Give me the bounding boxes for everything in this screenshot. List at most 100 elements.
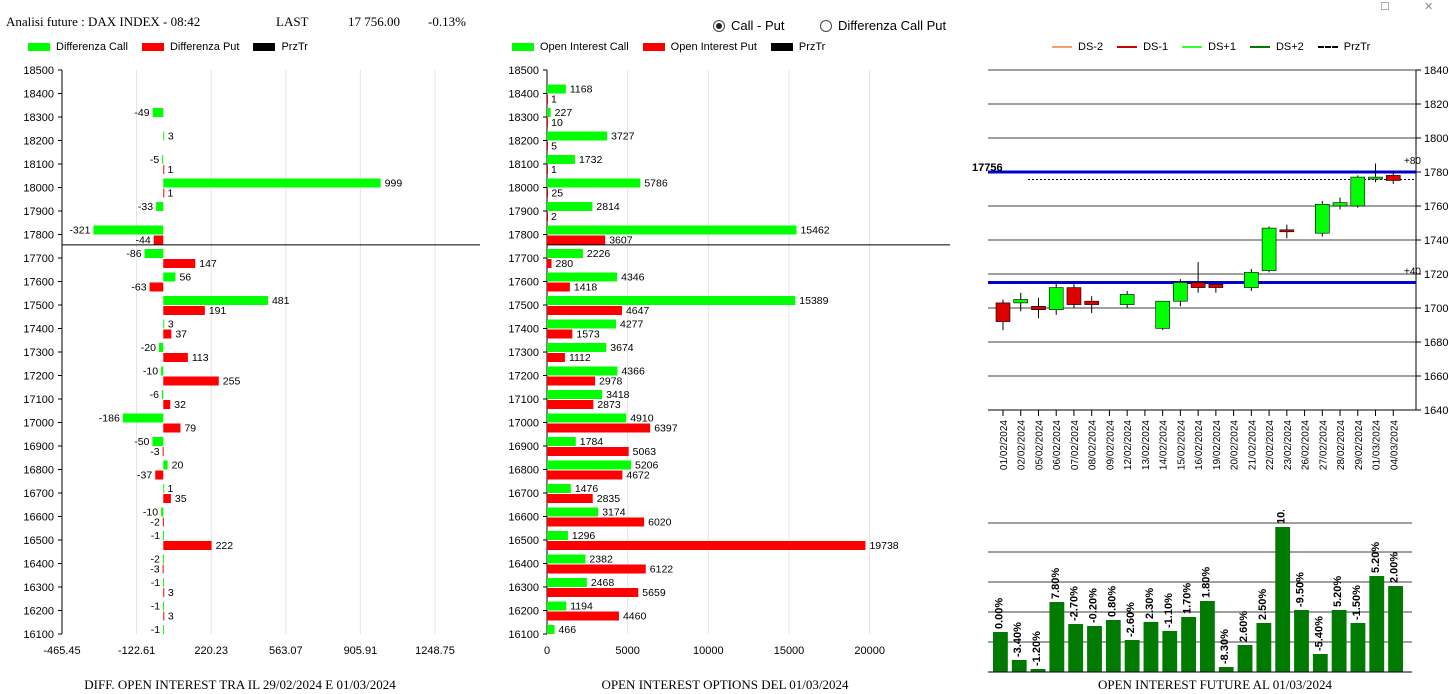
data-label: 1296: [572, 530, 596, 542]
data-label: 191: [209, 305, 227, 317]
bar-call: [547, 319, 617, 329]
candle-body: [1332, 202, 1348, 207]
radio-selected-icon: [713, 19, 725, 32]
data-label: 481: [272, 295, 290, 307]
oi-bar-label: 0.80%: [1106, 586, 1118, 617]
bar-put: [162, 564, 164, 574]
bar-call: [156, 202, 164, 211]
bar-put: [162, 447, 164, 456]
window-close-icon[interactable]: ✕: [1424, 1, 1434, 13]
data-label: -10: [143, 366, 158, 378]
data-label: 4460: [623, 611, 647, 623]
legend-item-prztr: PrzTr: [253, 41, 308, 53]
x-tick-label: 16/02/2024: [1194, 420, 1205, 470]
oi-bar-label: -2.60%: [1125, 602, 1137, 637]
bar-call: [547, 272, 618, 282]
legend-item-prztr: PrzTr: [770, 41, 825, 53]
legend-oi: Open Interest Call Open Interest Put Prz…: [512, 41, 839, 53]
legend-label: Open Interest Put: [670, 41, 757, 53]
window-restore-icon[interactable]: ☐: [1380, 1, 1390, 13]
data-label: -6: [150, 389, 159, 401]
oi-bar-label: -1.20%: [1031, 631, 1043, 666]
oi-bar: [1256, 623, 1272, 672]
data-label: 4346: [621, 272, 645, 284]
data-label: 1194: [570, 601, 593, 613]
data-label: 15389: [799, 295, 828, 307]
radio-differenza-label: Differenza Call Put: [838, 18, 947, 33]
oi-bar: [1275, 527, 1291, 672]
oi-bar: [1049, 602, 1065, 672]
oi-bar: [1030, 669, 1046, 672]
data-label: 1: [167, 164, 173, 176]
data-label: -50: [134, 436, 149, 448]
candle-body: [1048, 287, 1064, 311]
bar-put: [547, 259, 552, 268]
data-label: 56: [179, 272, 191, 284]
oi-bar-label: -2.70%: [1069, 586, 1081, 621]
y-tick-label: 16900: [23, 441, 54, 453]
x-tick-label: 20000: [854, 645, 885, 657]
y-tick-label: 16100: [508, 629, 539, 641]
bar-put: [547, 376, 596, 386]
legend-line-darkgreen: [1249, 46, 1270, 48]
y-tick-label: 18500: [23, 65, 54, 77]
y-tick-label: 17600: [1424, 201, 1449, 213]
y-tick-label: 17200: [508, 371, 539, 383]
bar-put: [163, 329, 172, 339]
bar-put: [163, 353, 188, 362]
bar-put: [547, 329, 573, 339]
radio-call-put[interactable]: Call - Put: [713, 18, 784, 33]
data-label: 4277: [620, 319, 644, 331]
oi-bar: [1312, 654, 1328, 672]
oi-bar-label: -9.50%: [1295, 572, 1307, 607]
y-tick-label: 17600: [508, 277, 539, 289]
radio-differenza[interactable]: Differenza Call Put: [820, 18, 946, 33]
oi-bar-label: -1.10%: [1163, 593, 1175, 628]
oi-bar-label: -0.20%: [1088, 588, 1100, 623]
data-label: -321: [69, 225, 90, 237]
bar-put: [547, 423, 651, 433]
future-chart-title: OPEN INTEREST FUTURE AL 01/03/2024: [1097, 677, 1332, 692]
oi-bar-label: -5.40%: [1313, 616, 1325, 651]
future-candlestick-chart: 18400 18200 18000 17800 17600 17400 17200 17000…: [972, 65, 1449, 470]
x-tick-label: 01/02/2024: [999, 420, 1010, 470]
data-label: -1: [151, 577, 160, 589]
x-tick-label: 29/02/2024: [1354, 420, 1365, 470]
candle-body: [1190, 282, 1206, 288]
data-label: 6020: [648, 517, 672, 529]
bar-put: [163, 588, 165, 597]
y-tick-label: 18100: [23, 159, 54, 171]
bar-put: [547, 306, 622, 315]
x-tick-label: 20/02/2024: [1230, 420, 1241, 470]
oi-bar: [993, 632, 1008, 672]
bar-call: [163, 272, 176, 282]
oi-bar: [1388, 586, 1403, 672]
annotation: +40: [1404, 267, 1421, 278]
x-tick-label: 0: [544, 645, 550, 657]
oi-bar-label: 2.30%: [1144, 588, 1156, 619]
bar-call: [547, 625, 555, 634]
bar-put: [163, 376, 219, 386]
candle-body: [1066, 287, 1082, 305]
y-tick-label: 17700: [508, 253, 539, 265]
data-label: 2873: [597, 399, 621, 411]
legend-label: DS-2: [1078, 41, 1104, 53]
data-label: -2: [151, 517, 160, 529]
oi-bar-label: 10.10%: [1276, 510, 1288, 524]
oi-bar-label: 2.00%: [1389, 552, 1401, 583]
data-label: 999: [385, 178, 403, 190]
x-tick-label: 22/02/2024: [1265, 420, 1276, 470]
legend-label: PrzTr: [1343, 41, 1371, 53]
bar-call: [547, 460, 631, 470]
data-label: 3607: [609, 235, 633, 247]
legend-item-ds+1: DS+1: [1182, 41, 1236, 53]
y-tick-label: 17900: [508, 206, 539, 218]
data-label: 37: [175, 329, 187, 341]
data-label: -3: [150, 446, 159, 458]
bar-put: [547, 447, 629, 456]
y-tick-label: 17000: [508, 418, 539, 430]
y-tick-label: 17500: [508, 300, 539, 312]
bar-put: [547, 588, 639, 597]
data-label: 280: [556, 258, 574, 270]
x-tick-label: 10000: [693, 645, 724, 657]
